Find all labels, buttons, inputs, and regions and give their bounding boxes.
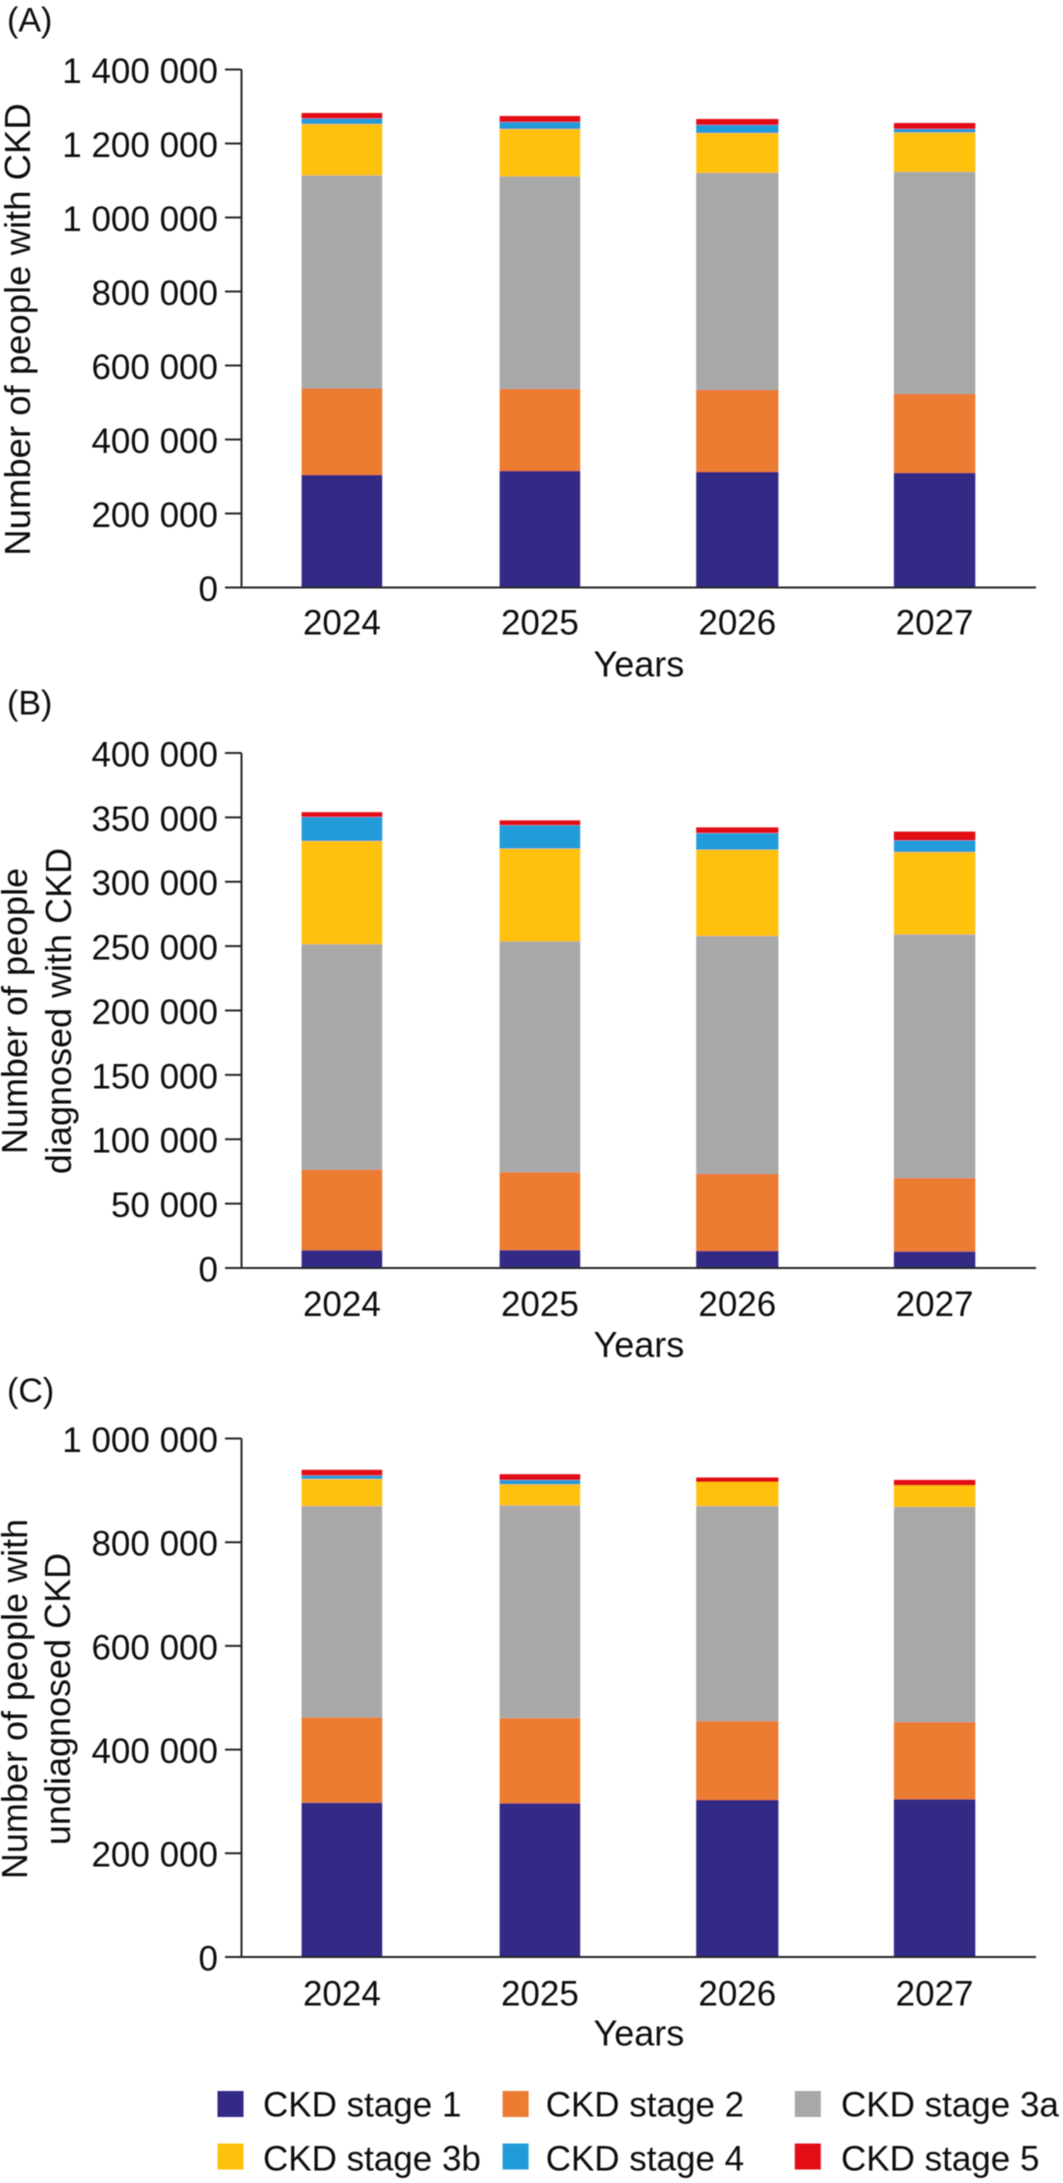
- svg-text:2025: 2025: [501, 604, 579, 643]
- svg-text:150 000: 150 000: [91, 1057, 218, 1096]
- svg-text:800 000: 800 000: [91, 274, 218, 313]
- svg-text:2024: 2024: [303, 604, 381, 643]
- svg-text:1 400 000: 1 400 000: [62, 52, 218, 91]
- svg-text:2026: 2026: [698, 604, 776, 643]
- svg-text:1 000 000: 1 000 000: [62, 200, 218, 239]
- svg-text:2027: 2027: [896, 1285, 974, 1324]
- svg-text:250 000: 250 000: [91, 929, 218, 968]
- svg-text:1 000 000: 1 000 000: [62, 1421, 218, 1460]
- svg-text:100 000: 100 000: [91, 1122, 218, 1161]
- svg-text:400 000: 400 000: [91, 422, 218, 461]
- svg-text:Years: Years: [594, 644, 685, 685]
- svg-text:0: 0: [199, 1939, 218, 1978]
- svg-text:2026: 2026: [698, 1975, 776, 2014]
- svg-text:400 000: 400 000: [91, 1732, 218, 1771]
- svg-text:CKD stage 2: CKD stage 2: [546, 2086, 744, 2125]
- svg-text:CKD stage 4: CKD stage 4: [546, 2139, 744, 2178]
- svg-text:(B): (B): [7, 685, 52, 723]
- svg-text:2026: 2026: [698, 1285, 776, 1324]
- svg-text:200 000: 200 000: [91, 1836, 218, 1875]
- svg-text:diagnosed with CKD: diagnosed with CKD: [38, 848, 79, 1174]
- svg-text:Years: Years: [594, 2012, 685, 2053]
- svg-text:800 000: 800 000: [91, 1525, 218, 1564]
- svg-text:Number of people: Number of people: [0, 868, 35, 1154]
- svg-text:50 000: 50 000: [111, 1186, 218, 1225]
- svg-text:Number of people with: Number of people with: [0, 1519, 35, 1879]
- svg-text:300 000: 300 000: [91, 864, 218, 903]
- svg-text:600 000: 600 000: [91, 1628, 218, 1667]
- svg-text:undiagnosed CKD: undiagnosed CKD: [37, 1553, 78, 1845]
- svg-text:2024: 2024: [303, 1975, 381, 2014]
- svg-text:2025: 2025: [501, 1975, 579, 2014]
- svg-text:(C): (C): [7, 1372, 54, 1410]
- svg-text:350 000: 350 000: [91, 800, 218, 839]
- svg-text:CKD stage 5: CKD stage 5: [841, 2139, 1039, 2178]
- svg-text:200 000: 200 000: [91, 993, 218, 1032]
- svg-text:600 000: 600 000: [91, 348, 218, 387]
- svg-text:0: 0: [199, 1250, 218, 1289]
- svg-text:2025: 2025: [501, 1285, 579, 1324]
- svg-text:0: 0: [199, 570, 218, 609]
- svg-text:(A): (A): [7, 2, 52, 40]
- svg-text:Years: Years: [594, 1324, 685, 1365]
- svg-text:2027: 2027: [896, 1975, 974, 2014]
- svg-text:2027: 2027: [896, 604, 974, 643]
- svg-text:200 000: 200 000: [91, 496, 218, 535]
- svg-text:CKD stage 1: CKD stage 1: [263, 2086, 461, 2125]
- svg-text:CKD stage 3a: CKD stage 3a: [841, 2086, 1059, 2125]
- svg-text:400 000: 400 000: [91, 735, 218, 774]
- svg-text:Number of people with CKD: Number of people with CKD: [0, 103, 38, 555]
- svg-text:1 200 000: 1 200 000: [62, 126, 218, 165]
- svg-text:2024: 2024: [303, 1285, 381, 1324]
- svg-text:CKD stage 3b: CKD stage 3b: [263, 2139, 481, 2178]
